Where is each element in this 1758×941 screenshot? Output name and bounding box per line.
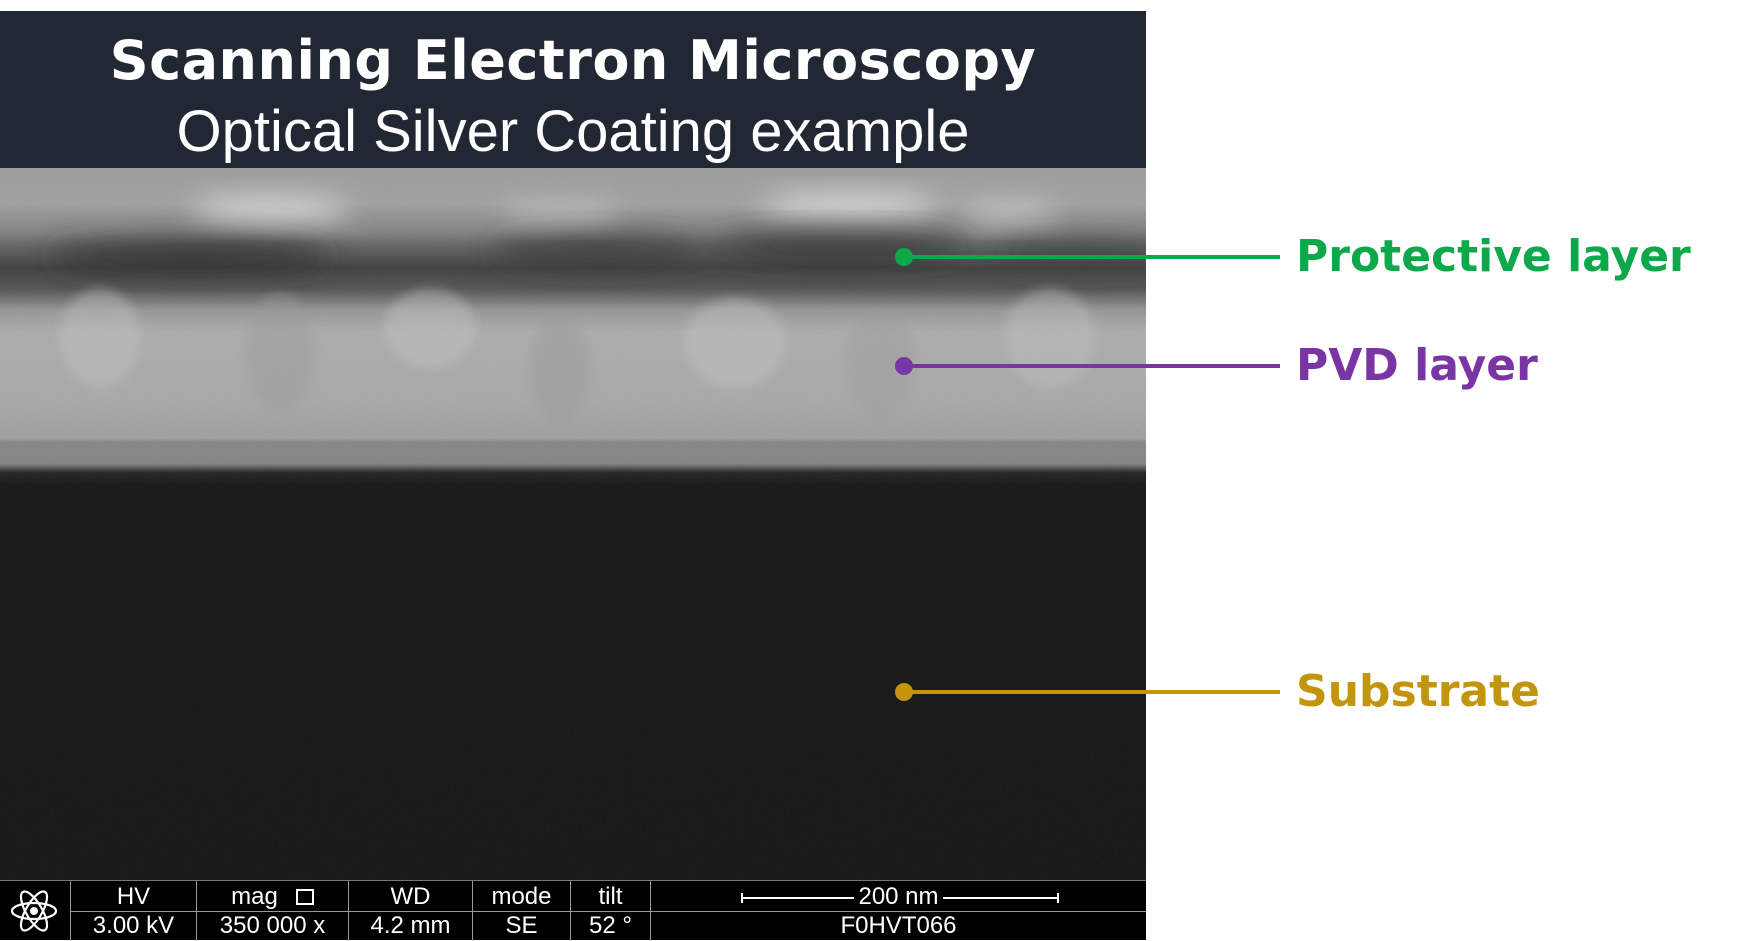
wd-value: 4.2 mm	[370, 912, 451, 939]
scale-bar-label: 200 nm	[854, 883, 943, 910]
atom-icon	[10, 890, 58, 932]
frame-icon	[295, 889, 314, 905]
mag-label: mag	[231, 883, 278, 910]
page-subtitle: Optical Silver Coating example	[176, 99, 970, 164]
sem-databar: HV 3.00 kV mag 350 000 x WD 4.2 mm mode …	[0, 880, 1146, 941]
tilt-label: tilt	[598, 883, 623, 910]
mode-value: SE	[505, 912, 538, 939]
scale-bar: 200 nm	[651, 883, 1146, 911]
tilt-value: 52 °	[589, 912, 632, 939]
databar-mode-cell: mode SE	[472, 881, 570, 941]
sem-micrograph-graphic	[0, 168, 1146, 880]
mag-value: 350 000 x	[219, 912, 326, 939]
databar-wd-cell: WD 4.2 mm	[348, 881, 472, 941]
image-id: F0HVT066	[840, 912, 957, 939]
hv-label: HV	[116, 883, 151, 910]
databar-logo-cell	[0, 881, 70, 941]
databar-hv-cell: HV 3.00 kV	[70, 881, 196, 941]
sem-micrograph	[0, 168, 1146, 880]
databar-mag-cell: mag 350 000 x	[196, 881, 348, 941]
mode-label: mode	[491, 883, 552, 910]
databar-tilt-cell: tilt 52 °	[570, 881, 650, 941]
databar-scale-cell: 200 nm F0HVT066	[650, 881, 1146, 941]
wd-label: WD	[390, 883, 431, 910]
title-banner: Scanning Electron Microscopy Optical Sil…	[0, 11, 1146, 168]
pvd-layer-label: PVD layer	[1296, 340, 1538, 391]
hv-value: 3.00 kV	[92, 912, 175, 939]
substrate-label: Substrate	[1296, 666, 1540, 717]
page-title: Scanning Electron Microscopy	[109, 29, 1037, 92]
protective-layer-label: Protective layer	[1296, 231, 1691, 282]
